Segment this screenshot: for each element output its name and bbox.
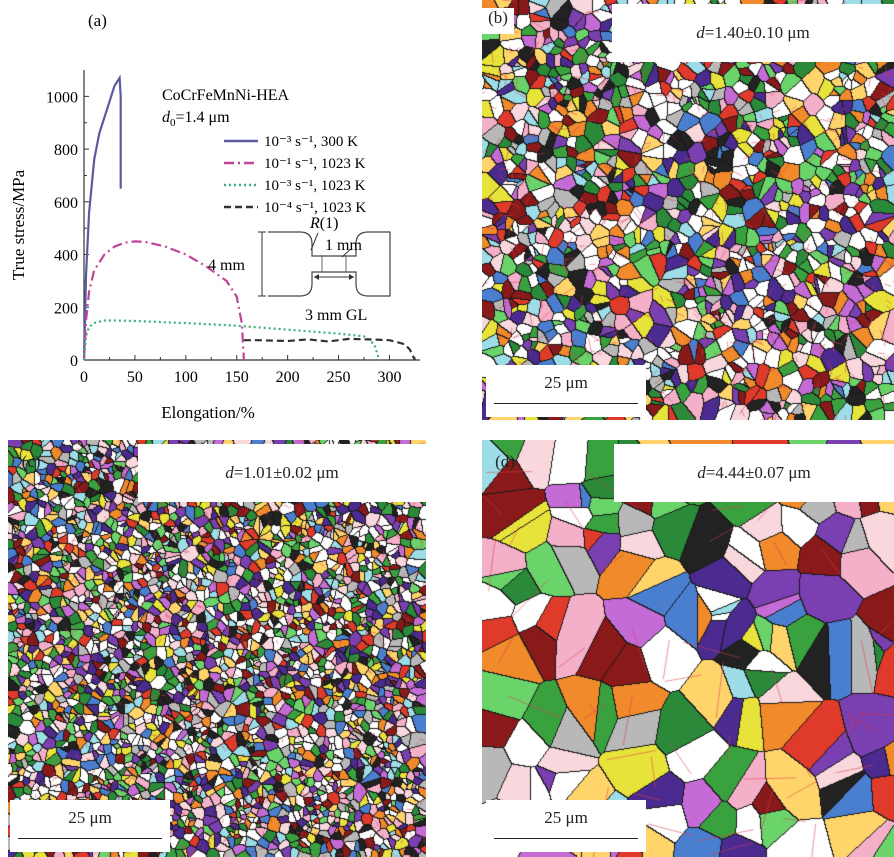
- x-tick-label: 150: [225, 369, 249, 386]
- chart-axes: [83, 70, 420, 361]
- y-tick-label: 400: [54, 248, 78, 265]
- grain-size-b-value: =1.40±0.10 μm: [704, 23, 810, 42]
- x-tick-label: 100: [174, 369, 198, 386]
- y-tick-label: 0: [70, 353, 78, 370]
- grain-size-b-var: d: [696, 23, 705, 42]
- grain-size-annotation: d0=1.4 μm: [162, 109, 230, 129]
- series-line-3: [82, 319, 381, 361]
- legend-entry-4: 10⁻⁴ s⁻¹, 1023 K: [264, 200, 366, 216]
- series-line-4: [243, 337, 416, 361]
- grain-size-d-var: d: [697, 463, 706, 482]
- series-line-2: [82, 240, 245, 361]
- y-tick-label: 800: [54, 142, 78, 159]
- scale-bar-b-label: 25 μm: [544, 373, 588, 392]
- grain-size-c-var: d: [225, 463, 234, 482]
- scale-bar-c-label: 25 μm: [68, 808, 112, 827]
- stress-strain-chart: (a) 0 50 100 150 200 250 30002004006008001000 …: [9, 11, 420, 422]
- inset-width-label: 4 mm: [208, 257, 245, 274]
- x-tick-label: 0: [80, 369, 88, 386]
- panel-label-c: (c): [21, 452, 41, 471]
- scale-bar-d-label: 25 μm: [544, 808, 588, 827]
- inset-thickness-label: 1 mm: [325, 237, 362, 254]
- micrograph-b: [482, 0, 894, 420]
- chart-series: [82, 74, 416, 361]
- scale-bar-c: 25 μm: [10, 800, 170, 852]
- micrograph-c: [8, 440, 426, 857]
- panel-label-d: (d): [495, 452, 515, 471]
- legend-entry-3: 10⁻³ s⁻¹, 1023 K: [264, 178, 366, 194]
- scale-bar-b: 25 μm: [486, 365, 646, 417]
- panel-label-b: (b): [482, 8, 514, 34]
- scale-bar-c-line: [18, 838, 162, 839]
- panel-label-a: (a): [88, 11, 107, 30]
- series-line-1: [82, 74, 122, 361]
- scale-bar-b-line: [494, 403, 638, 404]
- x-tick-label: 300: [377, 369, 401, 386]
- x-tick-label: 50: [127, 369, 143, 386]
- scale-bar-d: 25 μm: [486, 800, 646, 852]
- micrograph-c-image: [8, 440, 426, 857]
- micrograph-d-image: [482, 440, 894, 857]
- y-tick-label: 1000: [46, 89, 78, 106]
- micrograph-b-image: [482, 0, 894, 420]
- grain-size-c: d =1.01±0.02 μm: [138, 444, 426, 502]
- y-tick-label: 200: [54, 300, 78, 317]
- chart-ticks: 0 50 100 150 200 250 300 0 200 400 600 800 1000: [46, 89, 416, 386]
- chart-legend: 10⁻³ s⁻¹, 300 K 10⁻¹ s⁻¹, 1023 K 10⁻³ s⁻¹,…: [224, 134, 366, 216]
- legend-entry-1: 10⁻³ s⁻¹, 300 K: [264, 134, 358, 150]
- y-axis-label: True stress/MPa: [9, 169, 28, 280]
- grain-size-d-value: =4.44±0.07 μm: [705, 463, 811, 482]
- y-tick-label: 600: [54, 195, 78, 212]
- grain-size-b: d =1.40±0.10 μm: [612, 4, 894, 62]
- grain-size-c-value: =1.01±0.02 μm: [233, 463, 339, 482]
- specimen-inset: 4 mm R(1) 1 mm 3 mm GL: [208, 215, 391, 324]
- inset-radius-label: R(1): [309, 215, 338, 232]
- material-annotation: CoCrFeMnNi-HEA: [162, 87, 290, 104]
- inset-gauge-label: 3 mm GL: [305, 307, 367, 324]
- micrograph-d: [482, 440, 894, 857]
- x-axis-label: Elongation/%: [161, 403, 254, 422]
- x-tick-label: 250: [327, 369, 351, 386]
- x-tick-label: 200: [276, 369, 300, 386]
- scale-bar-d-line: [494, 838, 638, 839]
- legend-entry-2: 10⁻¹ s⁻¹, 1023 K: [264, 156, 366, 172]
- grain-size-d: d =4.44±0.07 μm: [614, 444, 894, 502]
